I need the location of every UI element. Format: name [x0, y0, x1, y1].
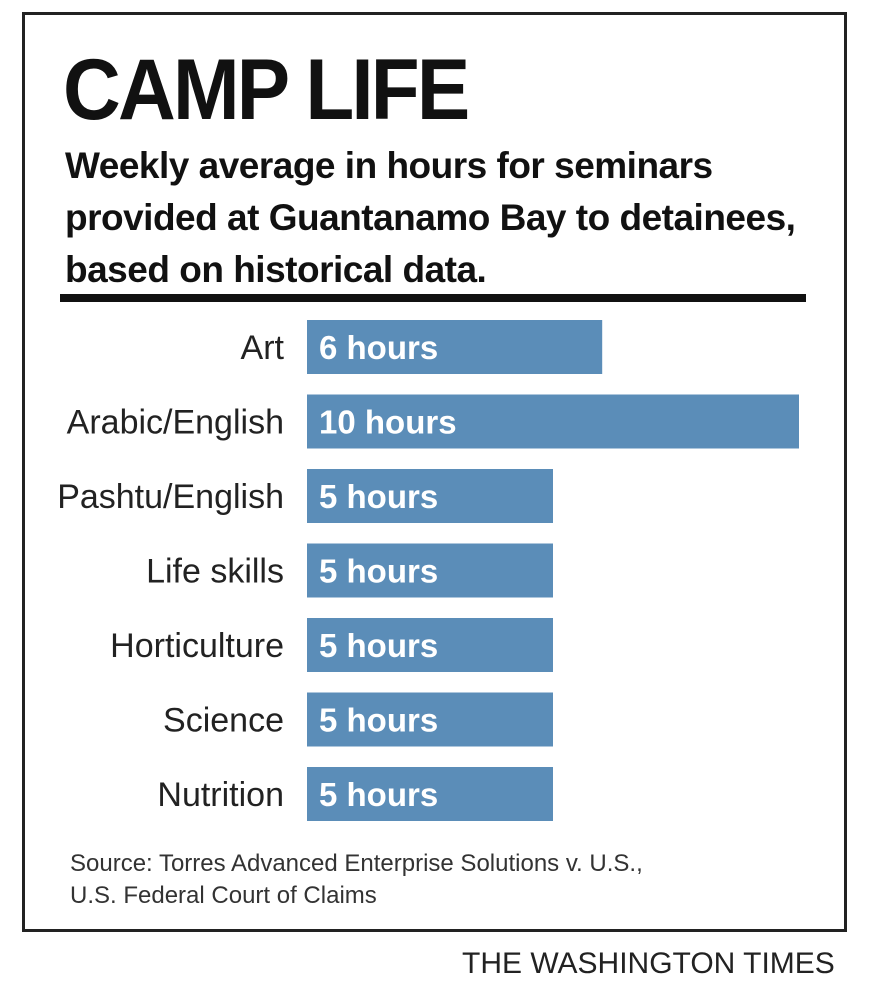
publisher-credit: THE WASHINGTON TIMES	[462, 947, 835, 980]
category-label: Art	[241, 329, 285, 367]
category-label: Arabic/English	[67, 404, 284, 442]
bar-data-label: 10 hours	[319, 404, 457, 441]
source-line-2: U.S. Federal Court of Claims	[70, 882, 377, 909]
bar-data-label: 5 hours	[319, 627, 438, 664]
chart-title: CAMP LIFE	[63, 42, 470, 138]
bar-data-label: 5 hours	[319, 702, 438, 739]
bar	[307, 469, 553, 523]
title-divider	[60, 294, 806, 302]
bar	[307, 394, 799, 449]
bar-data-label: 5 hours	[319, 478, 438, 515]
source-line-1: Source: Torres Advanced Enterprise Solut…	[70, 850, 643, 877]
bar-data-label: 5 hours	[319, 553, 438, 590]
category-label: Pashtu/English	[57, 478, 284, 516]
category-label: Nutrition	[157, 776, 284, 814]
category-label: Horticulture	[110, 627, 284, 665]
category-label: Life skills	[146, 553, 284, 591]
bar	[307, 543, 553, 598]
chart-subtitle: Weekly average in hours for seminars pro…	[65, 145, 796, 290]
category-label: Science	[163, 702, 284, 740]
bar-data-label: 6 hours	[319, 329, 438, 366]
bar	[307, 767, 553, 821]
bar	[307, 692, 553, 747]
bar-data-label: 5 hours	[319, 776, 438, 813]
source-note: Source: Torres Advanced Enterprise Solut…	[70, 848, 643, 912]
bar	[307, 320, 603, 374]
bar	[307, 618, 553, 672]
